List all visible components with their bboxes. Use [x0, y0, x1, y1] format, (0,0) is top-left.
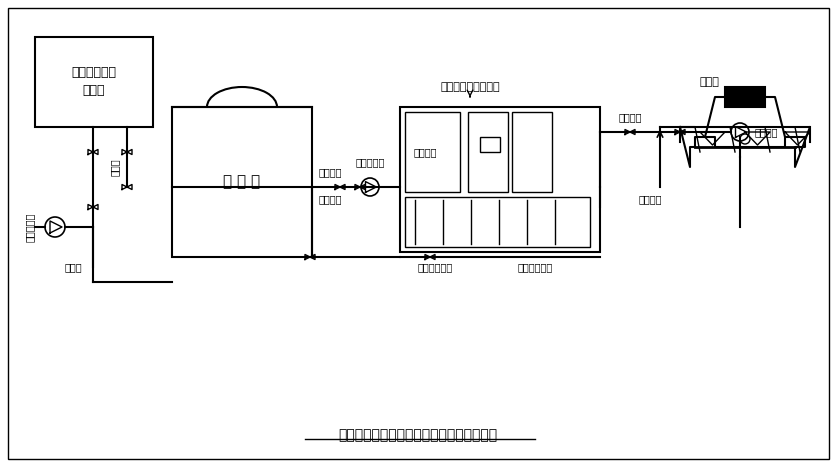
Text: 冻水回水: 冻水回水: [318, 194, 341, 204]
Text: 密封型: 密封型: [83, 84, 105, 97]
Bar: [405, 112, 460, 192]
Text: 车间换热设备、水冷式冷水机组连接示意图: 车间换热设备、水冷式冷水机组连接示意图: [338, 428, 497, 442]
Bar: [467, 112, 507, 192]
Bar: [479, 137, 499, 152]
Text: 冻水出水: 冻水出水: [318, 167, 341, 177]
Text: 冻水回: 冻水回: [110, 158, 120, 176]
Text: 制冷设备: 制冷设备: [413, 147, 436, 157]
Bar: [171, 107, 312, 257]
Text: 冷却水入: 冷却水入: [618, 112, 641, 122]
Text: 外循环水泵: 外循环水泵: [25, 212, 35, 242]
Bar: [512, 112, 551, 192]
Text: 储 水 箱: 储 水 箱: [223, 175, 260, 190]
Text: 冷却水出: 冷却水出: [638, 194, 661, 204]
Text: 内循环水泵: 内循环水泵: [355, 157, 385, 167]
Text: 开放水冷式冷水机组: 开放水冷式冷水机组: [440, 82, 499, 92]
Text: 冻水出: 冻水出: [64, 262, 82, 272]
Text: 冷却水泵: 冷却水泵: [754, 127, 777, 137]
Bar: [405, 197, 589, 247]
Text: 冷却塔: 冷却塔: [699, 77, 719, 87]
Bar: [724, 87, 764, 107]
Text: 充管式冷凝器: 充管式冷凝器: [517, 262, 552, 272]
Bar: [400, 107, 599, 252]
Text: 车间换热设备: 车间换热设备: [71, 65, 116, 78]
Text: 管壳式蒸发器: 管壳式蒸发器: [417, 262, 452, 272]
Bar: [35, 37, 153, 127]
